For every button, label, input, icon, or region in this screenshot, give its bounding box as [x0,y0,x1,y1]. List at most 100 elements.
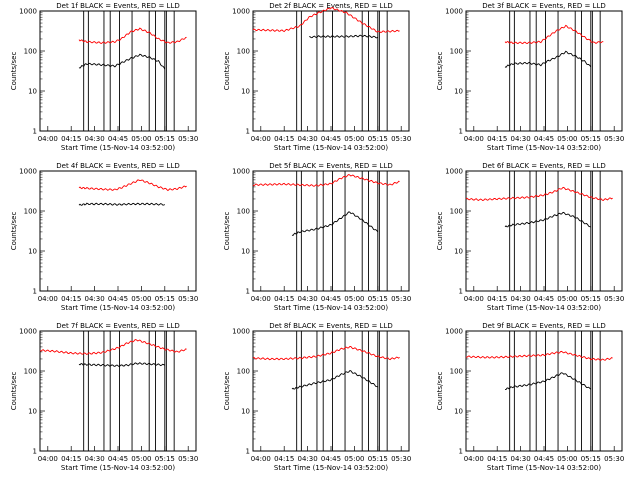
x-tick-label: 04:00 [38,295,58,303]
plot-frame [465,10,623,132]
y-axis-label: Counts/sec [436,212,444,251]
x-tick-label: 05:00 [557,295,577,303]
x-tick-label: 05:30 [391,135,411,143]
chart-svg: Det 9f BLACK = Events, RED = LLD 1 10 100 10… [436,322,624,472]
chart-svg: Det 4f BLACK = Events, RED = LLD 1 10 100 10… [10,162,198,312]
plot-frame [252,10,410,132]
x-tick-label: 04:45 [108,455,128,463]
x-tick-label: 04:00 [38,135,58,143]
x-tick-label: 05:15 [368,135,388,143]
y-axis-label: Counts/sec [436,52,444,91]
y-axis-label: Counts/sec [10,52,18,91]
series-line [252,6,400,34]
x-tick-label: 04:00 [251,135,271,143]
x-tick-label: 04:45 [321,295,341,303]
x-tick-label: 04:30 [85,135,105,143]
plot-frame [252,330,410,452]
series-line [39,338,187,356]
x-tick-label: 05:30 [178,135,198,143]
x-tick-label: 04:30 [298,455,318,463]
y-tick-label: 10 [28,248,37,256]
x-tick-label: 04:00 [251,455,271,463]
chart-panel: Det 5f BLACK = Events, RED = LLD 1 10 100 10… [213,160,426,320]
x-tick-label: 04:00 [38,455,58,463]
x-tick-label: 04:15 [487,135,507,143]
chart-panel: Det 7f BLACK = Events, RED = LLD 1 10 100 10… [0,320,213,480]
chart-panel: Det 2f BLACK = Events, RED = LLD 1 10 100 10… [213,0,426,160]
y-tick-label: 1000 [19,328,37,336]
x-tick-label: 04:15 [61,455,81,463]
x-tick-label: 05:00 [344,455,364,463]
x-axis-label: Start Time (15-Nov-14 03:52:00) [274,144,388,152]
chart-svg: Det 2f BLACK = Events, RED = LLD 1 10 100 10… [223,2,411,152]
plot-frame [252,170,410,292]
chart-panel: Det 1f BLACK = Events, RED = LLD 1 10 100 10… [0,0,213,160]
x-tick-label: 05:00 [557,135,577,143]
y-tick-label: 1000 [445,328,463,336]
y-tick-label: 100 [450,48,463,56]
x-tick-label: 04:45 [321,455,341,463]
x-tick-label: 04:30 [511,295,531,303]
y-tick-label: 10 [28,408,37,416]
y-axis-label: Counts/sec [436,372,444,411]
x-tick-label: 04:15 [274,295,294,303]
y-tick-label: 1000 [445,8,463,16]
x-tick-label: 04:15 [487,295,507,303]
chart-title: Det 2f BLACK = Events, RED = LLD [269,2,392,10]
y-tick-label: 1000 [445,168,463,176]
x-tick-label: 04:45 [534,295,554,303]
series-line [504,50,592,68]
y-tick-label: 1 [33,128,37,136]
chart-svg: Det 8f BLACK = Events, RED = LLD 1 10 100 10… [223,322,411,472]
x-tick-label: 04:30 [511,135,531,143]
x-tick-label: 05:00 [131,135,151,143]
x-axis-label: Start Time (15-Nov-14 03:52:00) [274,304,388,312]
y-tick-label: 10 [241,248,250,256]
y-tick-label: 1 [459,128,463,136]
x-tick-label: 05:00 [557,455,577,463]
series-line [78,202,166,206]
x-axis-label: Start Time (15-Nov-14 03:52:00) [61,144,175,152]
x-tick-label: 05:15 [581,455,601,463]
x-tick-label: 04:30 [85,455,105,463]
y-tick-label: 100 [24,208,37,216]
x-tick-label: 04:00 [464,135,484,143]
x-tick-label: 04:45 [321,135,341,143]
series-line [78,27,187,45]
chart-title: Det 3f BLACK = Events, RED = LLD [482,2,605,10]
y-tick-label: 1 [459,288,463,296]
y-tick-label: 10 [241,408,250,416]
y-tick-label: 10 [454,88,463,96]
series-line [465,186,613,202]
x-tick-label: 05:00 [131,455,151,463]
y-tick-label: 100 [237,368,250,376]
x-tick-label: 05:30 [178,295,198,303]
y-tick-label: 100 [24,48,37,56]
x-axis-label: Start Time (15-Nov-14 03:52:00) [487,144,601,152]
x-tick-label: 04:15 [274,135,294,143]
x-tick-label: 04:00 [464,455,484,463]
y-tick-label: 1000 [232,8,250,16]
y-tick-label: 100 [450,208,463,216]
chart-panel: Det 8f BLACK = Events, RED = LLD 1 10 100 10… [213,320,426,480]
series-line [504,211,591,228]
x-tick-label: 05:30 [604,455,624,463]
x-axis-label: Start Time (15-Nov-14 03:52:00) [61,464,175,472]
plot-frame [465,330,623,452]
y-tick-label: 1 [246,288,250,296]
y-tick-label: 100 [237,48,250,56]
plot-frame [39,10,197,132]
x-tick-label: 05:00 [131,295,151,303]
chart-title: Det 4f BLACK = Events, RED = LLD [56,162,179,170]
x-tick-label: 04:00 [251,295,271,303]
x-tick-label: 05:15 [581,295,601,303]
chart-title: Det 8f BLACK = Events, RED = LLD [269,322,392,330]
x-tick-label: 05:00 [344,295,364,303]
y-axis-label: Counts/sec [223,212,231,251]
x-tick-label: 04:45 [534,135,554,143]
x-tick-label: 05:30 [604,135,624,143]
chart-title: Det 1f BLACK = Events, RED = LLD [56,2,179,10]
y-tick-label: 1 [459,448,463,456]
y-tick-label: 1000 [232,168,250,176]
